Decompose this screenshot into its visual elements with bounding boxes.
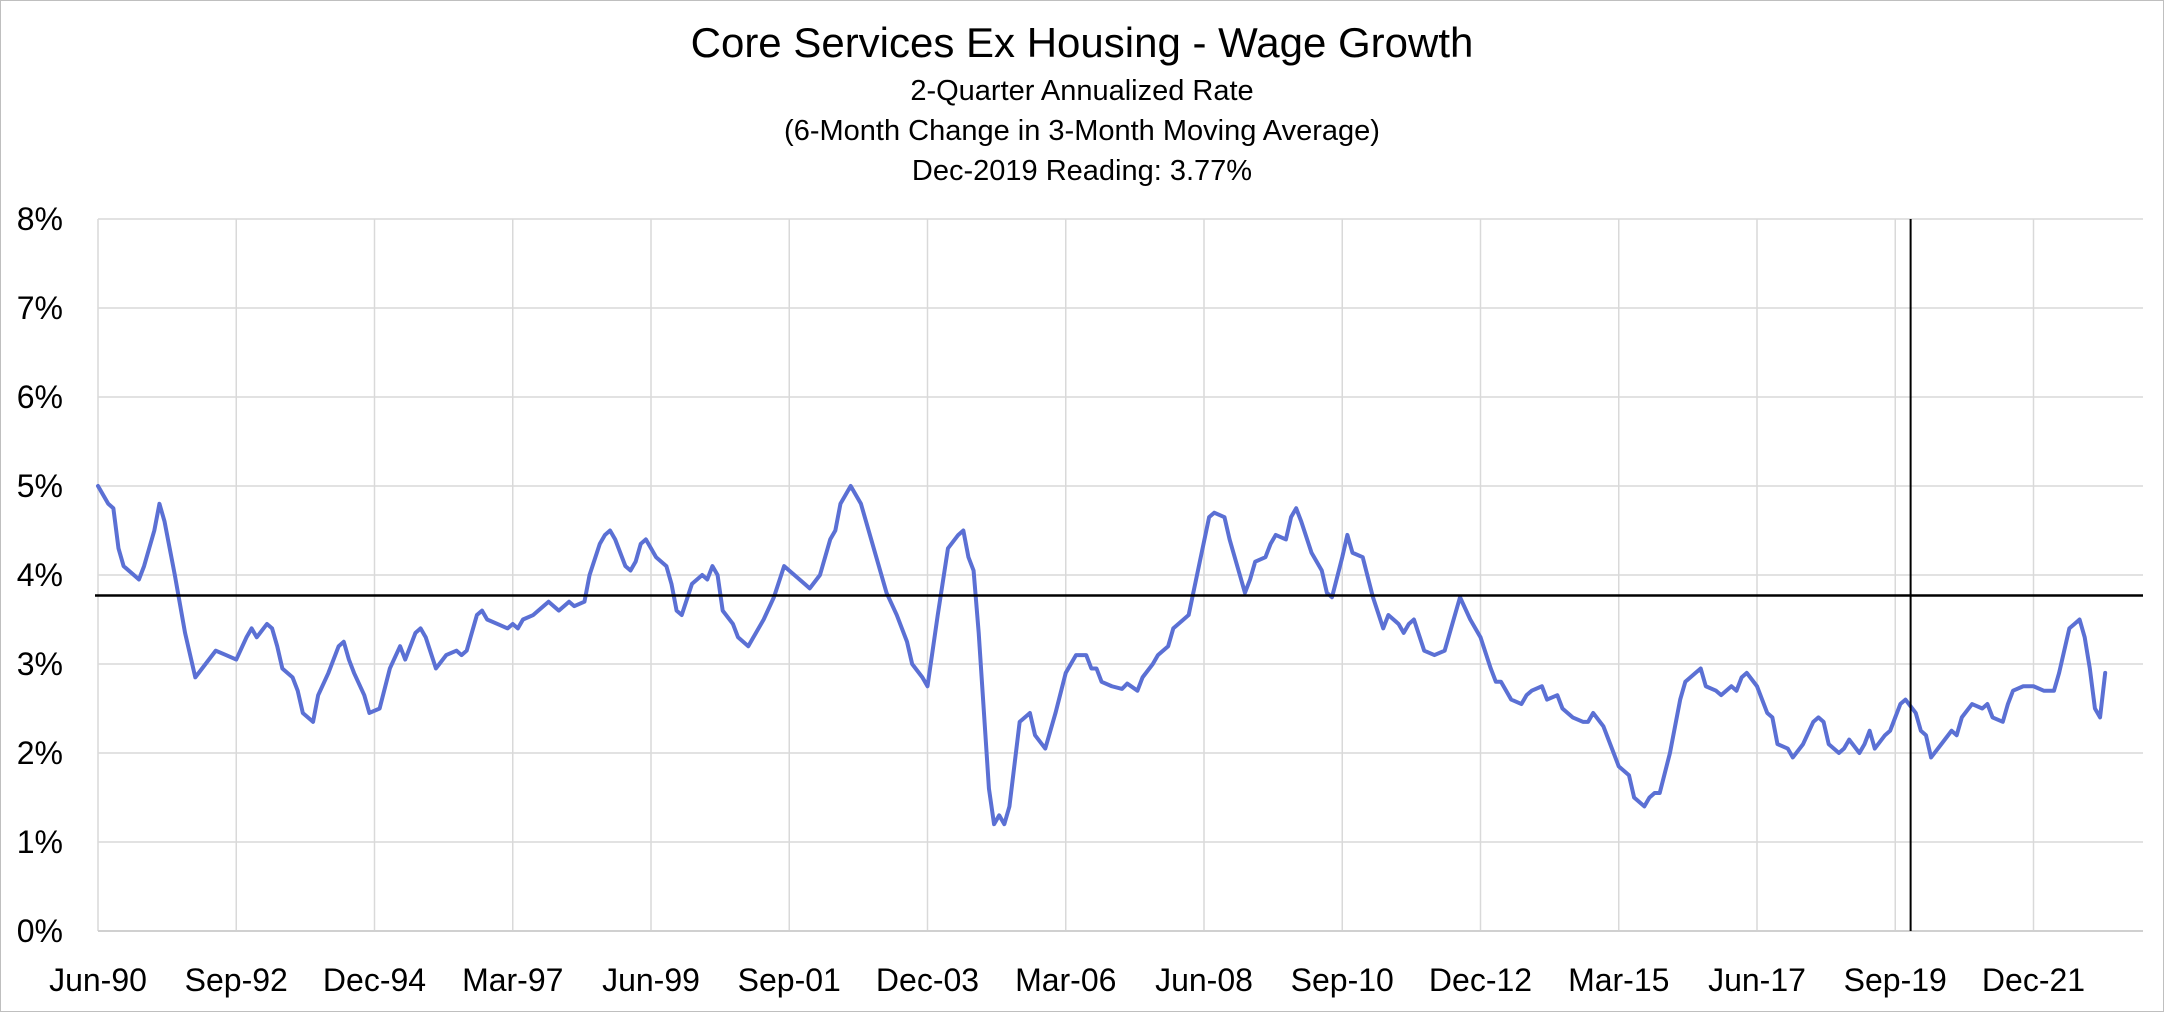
x-tick-label: Dec-94: [323, 962, 426, 998]
y-tick-label: 7%: [17, 290, 63, 326]
x-tick-label: Dec-03: [876, 962, 979, 998]
x-tick-label: Mar-15: [1568, 962, 1669, 998]
x-tick-label: Sep-01: [738, 962, 841, 998]
y-tick-label: 5%: [17, 468, 63, 504]
y-tick-label: 2%: [17, 735, 63, 771]
y-tick-label: 4%: [17, 557, 63, 593]
x-tick-label: Mar-06: [1015, 962, 1116, 998]
x-tick-label: Sep-19: [1844, 962, 1947, 998]
chart-subtitle-line-1: 2-Quarter Annualized Rate: [910, 75, 1254, 107]
chart-subtitle-line-2: (6-Month Change in 3-Month Moving Averag…: [784, 115, 1380, 147]
x-tick-label: Sep-10: [1291, 962, 1394, 998]
x-tick-label: Dec-21: [1982, 962, 2085, 998]
y-tick-label: 6%: [17, 379, 63, 415]
x-tick-label: Jun-17: [1708, 962, 1806, 998]
x-tick-label: Jun-99: [602, 962, 700, 998]
x-tick-label: Jun-08: [1155, 962, 1253, 998]
x-tick-label: Dec-12: [1429, 962, 1532, 998]
y-tick-label: 0%: [17, 913, 63, 949]
x-tick-label: Mar-97: [462, 962, 563, 998]
x-tick-label: Sep-92: [185, 962, 288, 998]
y-tick-label: 1%: [17, 824, 63, 860]
title-block: Core Services Ex Housing - Wage Growth 2…: [1, 15, 2163, 191]
chart-title: Core Services Ex Housing - Wage Growth: [690, 19, 1474, 66]
x-tick-label: Jun-90: [49, 962, 147, 998]
chart-subtitle-line-3: Dec-2019 Reading: 3.77%: [911, 155, 1253, 187]
series-line: [96, 484, 2108, 827]
y-tick-label: 8%: [17, 201, 63, 237]
y-tick-label: 3%: [17, 646, 63, 682]
